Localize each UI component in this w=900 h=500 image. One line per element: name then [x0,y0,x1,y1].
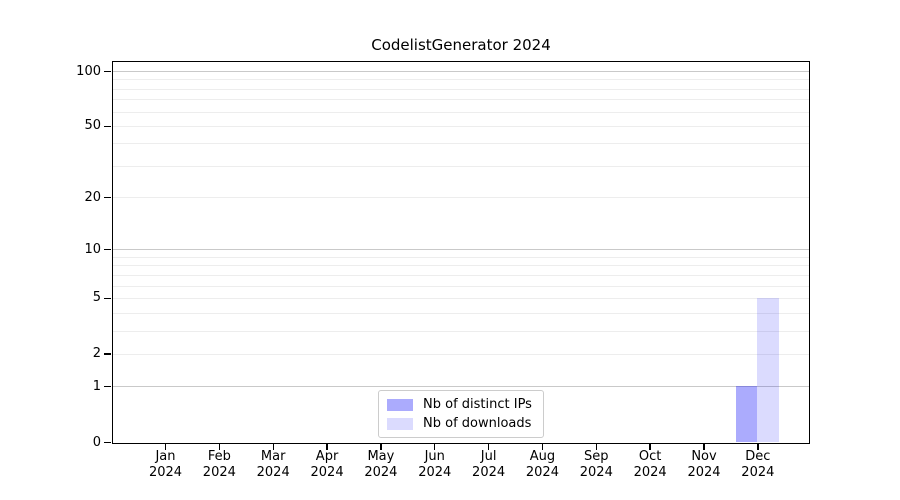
x-tick-mark [434,444,436,450]
gridline-minor [113,79,809,81]
x-tick-mark [380,444,382,450]
gridline-major [113,249,809,251]
y-tick-mark [104,197,111,199]
legend-label-distinct-ips: Nb of distinct IPs [423,397,532,412]
y-tick-mark [104,386,111,388]
gridline-minor [113,274,809,276]
x-tick-label-apr: Apr 2024 [310,449,344,480]
chart-title: CodelistGenerator 2024 [371,36,551,54]
y-tick-mark [104,249,111,251]
gridline-minor [113,330,809,332]
y-tick-mark [104,441,111,444]
x-tick-label-sep: Sep 2024 [579,449,613,480]
plot-area [112,61,810,444]
legend-swatch-distinct-ips [387,398,413,411]
x-tick-mark [541,444,544,450]
x-tick-label-aug: Aug 2024 [525,449,559,480]
y-tick-label: 5 [92,290,101,306]
legend-swatch-downloads [387,417,413,430]
x-tick-label-mar: Mar 2024 [256,449,290,480]
x-tick-mark [595,444,597,450]
y-tick-mark [104,353,111,355]
y-tick-label: 1 [92,378,101,394]
y-tick-label: 10 [84,241,101,257]
y-tick-mark [104,297,111,300]
x-tick-mark [649,444,651,450]
x-tick-label-jun: Jun 2024 [418,449,452,480]
x-tick-mark [164,444,167,450]
gridline-major [113,386,809,388]
x-tick-label-nov: Nov 2024 [687,449,721,480]
x-tick-mark [487,444,490,450]
gridline-minor [113,88,809,90]
gridline-minor [113,143,809,145]
x-tick-label-jan: Jan 2024 [148,449,183,480]
gridline-minor [113,165,809,167]
legend-item-distinct-ips: Nb of distinct IPs [379,395,543,414]
x-tick-mark [703,444,705,450]
y-tick-label: 50 [84,118,101,134]
legend: Nb of distinct IPs Nb of downloads [378,390,544,438]
gridline-minor [113,111,809,113]
y-tick-mark [104,125,111,128]
gridline-minor [113,197,809,199]
gridline-minor [113,312,809,314]
y-tick-label: 0 [92,434,101,450]
gridline-minor [113,285,809,287]
legend-label-downloads: Nb of downloads [423,416,532,431]
y-tick-label: 20 [84,189,101,205]
gridline-minor [113,256,809,258]
x-tick-label-jul: Jul 2024 [472,449,506,480]
legend-item-downloads: Nb of downloads [379,414,543,433]
y-tick-mark [104,70,111,73]
x-tick-label-may: May 2024 [364,449,398,480]
x-tick-mark [218,444,221,450]
x-tick-label-oct: Oct 2024 [633,449,667,480]
gridline-minor [113,297,809,299]
y-tick-label: 2 [92,346,101,362]
bar-nb-of-downloads-dec [757,297,779,442]
x-tick-mark [272,444,274,450]
gridline-minor [113,353,809,355]
x-tick-label-dec: Dec 2024 [741,449,775,480]
y-tick-label: 100 [76,63,101,79]
gridline-minor [113,265,809,267]
gridline-major [113,71,809,73]
x-tick-mark [326,444,328,450]
bar-nb-of-distinct-ips-dec [735,386,758,442]
gridline-minor [113,125,809,127]
x-tick-mark [757,444,759,450]
x-tick-label-feb: Feb 2024 [202,449,236,480]
gridline-minor [113,99,809,101]
